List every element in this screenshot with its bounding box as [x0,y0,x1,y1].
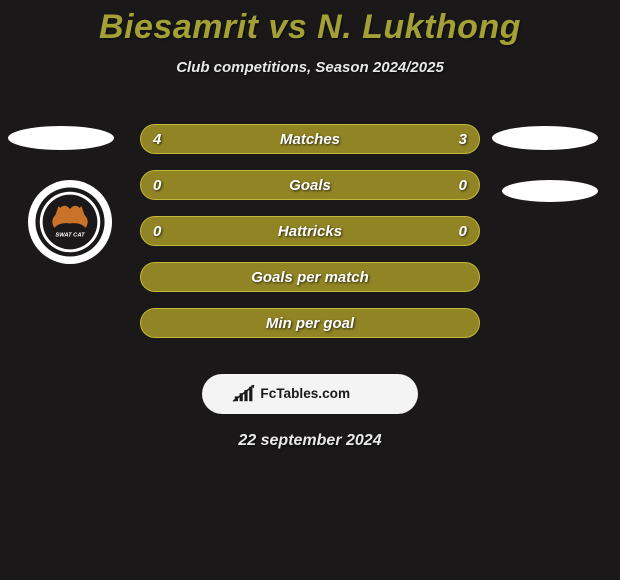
stat-value-right: 3 [459,131,467,148]
stat-label: Matches [280,131,340,148]
source-text: FcTables.com [260,386,350,401]
comparison-chart: SWAT CAT Matches43Goals00Hattricks00Goal… [0,104,620,364]
stat-bar: Goals 0 0 [140,170,480,200]
stat-bar: Hattricks 0 0 [140,216,480,246]
stat-value-left: 0 [153,177,161,194]
fctables-icon: FcTables.com [230,382,390,406]
source-badge: FcTables.com [202,374,418,414]
player-left-marker [8,126,114,150]
stat-label: Hattricks [278,223,342,240]
stat-bar: Matches 4 3 [140,124,480,154]
svg-text:SWAT CAT: SWAT CAT [55,232,85,238]
date-label: 22 september 2024 [0,432,620,450]
swat-cat-icon: SWAT CAT [34,186,106,258]
stat-rows: Matches 4 3 Goals 0 0 Hattricks 0 0 Goals per mat… [140,124,480,354]
page-title: Biesamrit vs N. Lukthong [0,0,620,47]
subtitle: Club competitions, Season 2024/2025 [0,59,620,76]
club-badge: SWAT CAT [28,180,112,264]
stat-bar: Min per goal [140,308,480,338]
player-right-marker [492,126,598,150]
stat-bar: Goals per match [140,262,480,292]
stat-value-left: 0 [153,223,161,240]
stat-label: Goals [289,177,331,194]
stat-label: Min per goal [266,315,354,332]
stat-value-right: 0 [459,177,467,194]
stat-label: Goals per match [251,269,369,286]
player-right-marker-2 [502,180,598,202]
stat-value-left: 4 [153,131,161,148]
stat-value-right: 0 [459,223,467,240]
